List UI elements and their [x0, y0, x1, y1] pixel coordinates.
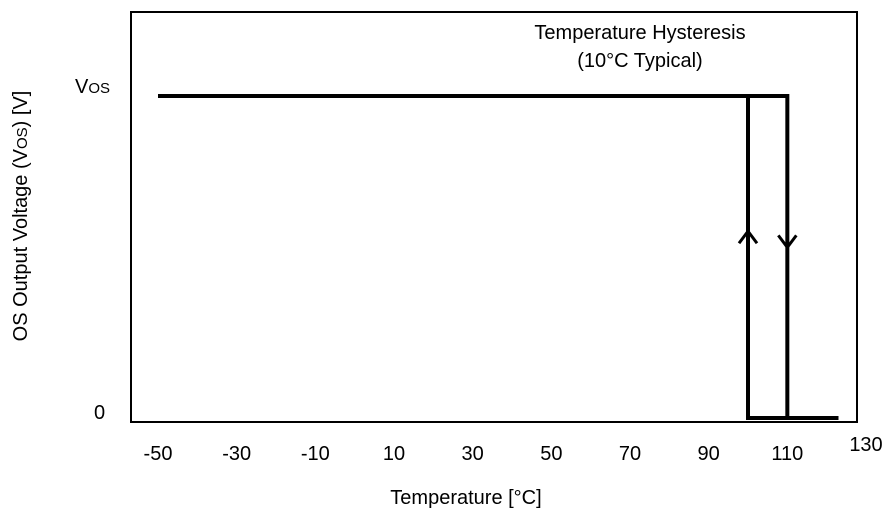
- series-line-2: [748, 94, 839, 420]
- y-tick-label: VOS: [75, 76, 110, 98]
- x-tick-label: 30: [462, 443, 484, 465]
- y-axis-label: OS Output Voltage (VOS) [V]: [10, 91, 32, 342]
- x-tick-label: 130: [849, 434, 882, 456]
- data-series: [158, 94, 839, 420]
- y-tick-label: 0: [94, 402, 105, 424]
- x-tick-label: 10: [383, 443, 405, 465]
- x-tick-label: -30: [222, 443, 251, 465]
- plot-frame: [130, 11, 858, 423]
- x-tick-label: 50: [540, 443, 562, 465]
- annotation-line-2: (10°C Typical): [577, 50, 702, 72]
- series-line-1: [158, 94, 839, 420]
- y-axis-label-end: ) [V]: [10, 91, 32, 128]
- x-tick-label: 110: [771, 443, 803, 465]
- y-axis-label-sub: OS: [14, 127, 31, 149]
- x-tick-label: -10: [301, 443, 330, 465]
- x-tick-label: 90: [698, 443, 720, 465]
- y-tick-labels: VOS 0: [75, 76, 110, 424]
- x-tick-label: 70: [619, 443, 641, 465]
- annotation-line-1: Temperature Hysteresis: [534, 22, 745, 44]
- arrow-down: [777, 234, 798, 250]
- x-tick-label: -50: [144, 443, 173, 465]
- arrow-up: [737, 228, 759, 245]
- y-axis-label-main: OS Output Voltage (V: [10, 148, 32, 341]
- x-tick-labels: -50 -30 -10 10 30 50 70 90 110 130: [144, 434, 883, 465]
- direction-arrows: [737, 228, 798, 250]
- x-axis-label: Temperature [°C]: [390, 487, 541, 509]
